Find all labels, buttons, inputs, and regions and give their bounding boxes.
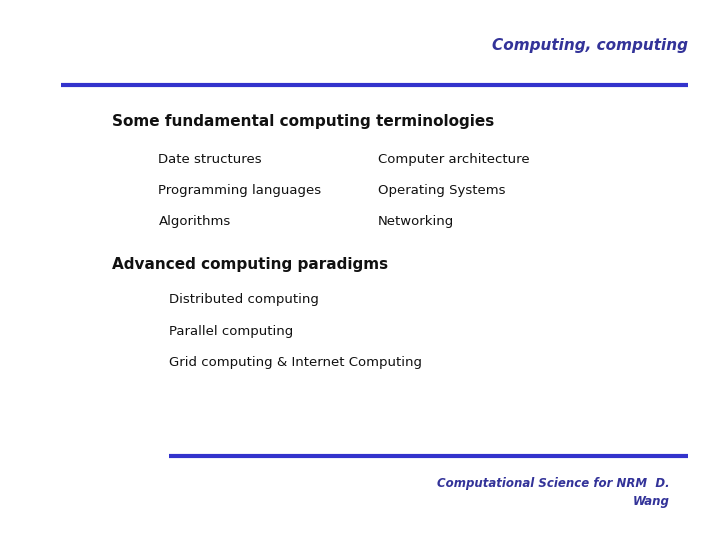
Text: Distributed computing: Distributed computing	[169, 293, 319, 306]
Text: Some fundamental computing terminologies: Some fundamental computing terminologies	[112, 114, 494, 129]
Text: Networking: Networking	[378, 215, 454, 228]
Text: Wang: Wang	[633, 495, 670, 508]
Text: Computing, computing: Computing, computing	[492, 38, 688, 53]
Text: Computational Science for NRM  D.: Computational Science for NRM D.	[437, 477, 670, 490]
Text: Grid computing & Internet Computing: Grid computing & Internet Computing	[169, 356, 422, 369]
Text: Programming languages: Programming languages	[158, 184, 322, 197]
Text: Advanced computing paradigms: Advanced computing paradigms	[112, 257, 388, 272]
Text: Operating Systems: Operating Systems	[378, 184, 505, 197]
Text: Parallel computing: Parallel computing	[169, 325, 294, 338]
Text: Computer architecture: Computer architecture	[378, 153, 530, 166]
Text: Algorithms: Algorithms	[158, 215, 230, 228]
Text: Date structures: Date structures	[158, 153, 262, 166]
